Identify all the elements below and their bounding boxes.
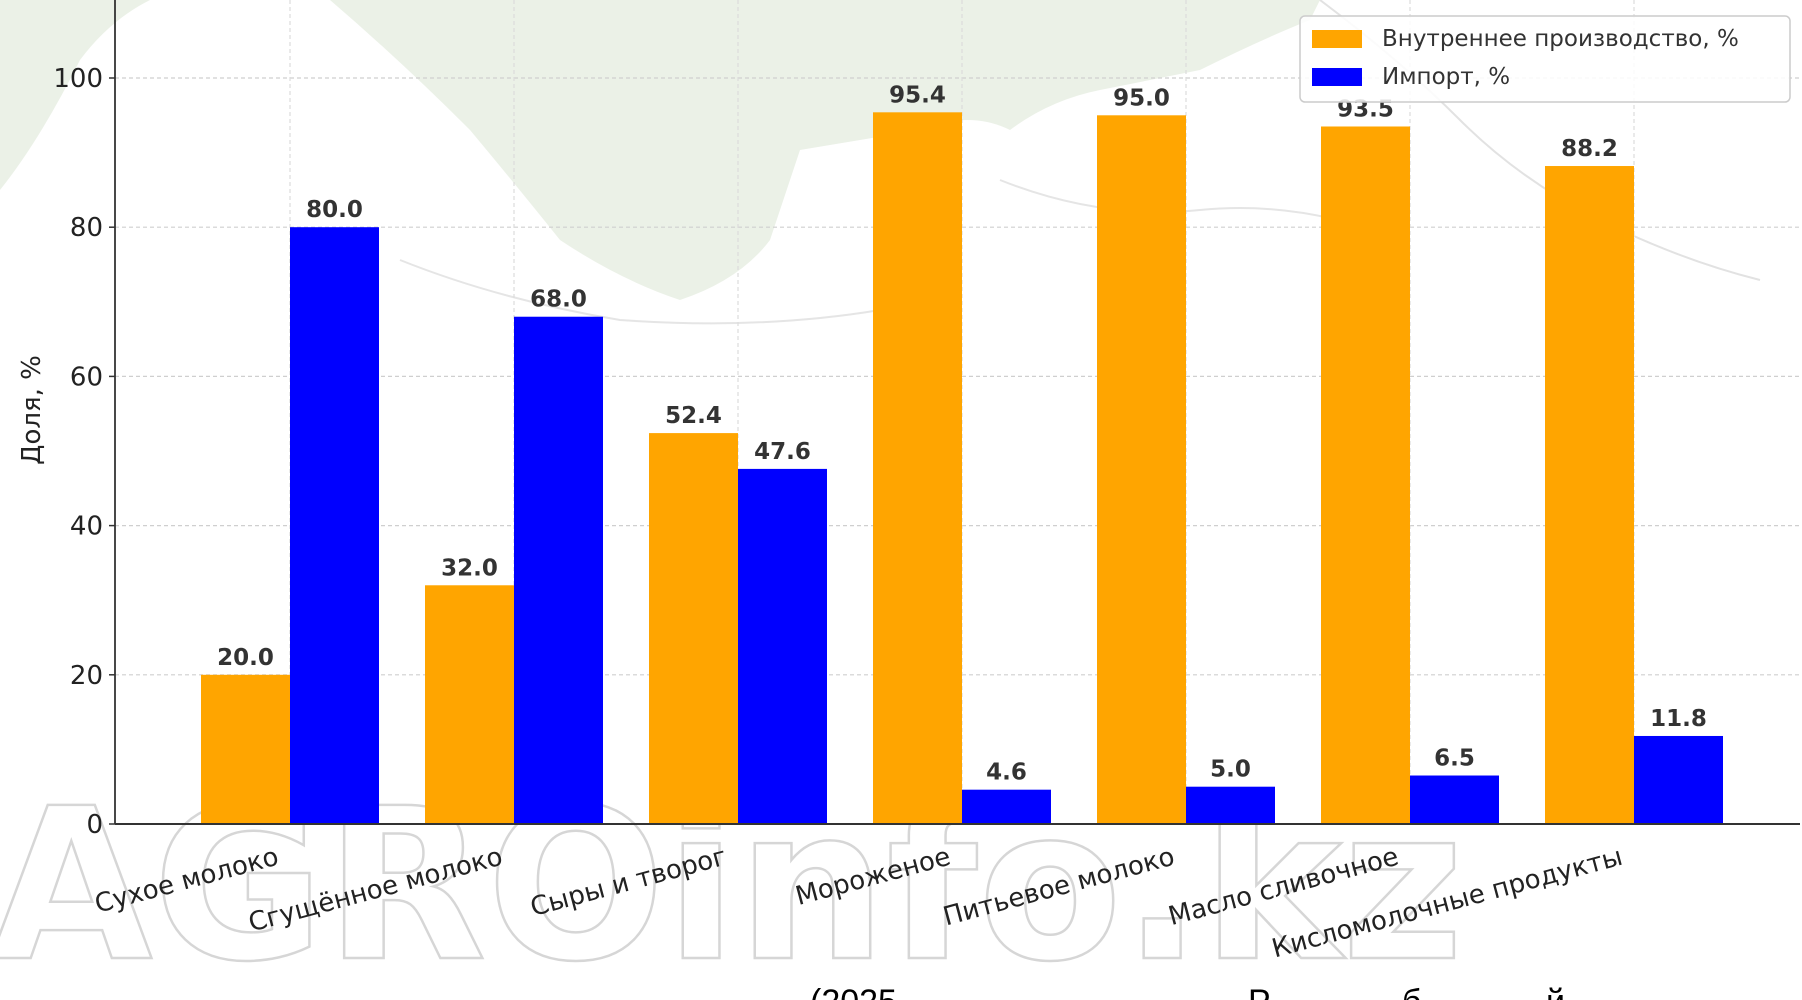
caption-fragment-3: й: [1546, 983, 1565, 1000]
caption-fragment: (2025 Р б й: [810, 983, 1565, 1000]
bar-domestic-5: [1321, 126, 1410, 825]
legend-label-import: Импорт, %: [1382, 64, 1510, 90]
bar-domestic-2: [649, 433, 738, 824]
bar-label-import-0: 80.0: [306, 197, 363, 223]
bar-domestic-0: [201, 674, 290, 824]
bar-domestic-3: [873, 112, 962, 825]
y-tick-label: 100: [53, 64, 103, 94]
axes: [114, 0, 1800, 825]
bar-label-import-5: 6.5: [1434, 746, 1475, 772]
bars: [201, 112, 1723, 825]
bar-label-domestic-1: 32.0: [441, 555, 498, 581]
legend-swatch-import: [1312, 68, 1362, 86]
bar-label-domestic-6: 88.2: [1561, 136, 1618, 162]
bar-label-domestic-0: 20.0: [217, 645, 274, 671]
y-axis-title: Доля, %: [17, 355, 47, 465]
bar-label-domestic-2: 52.4: [665, 403, 722, 429]
caption-fragment-2: б: [1402, 983, 1421, 1000]
y-tick-labels: 0 20 40 60 80 100: [53, 64, 115, 840]
legend-label-domestic: Внутреннее производство, %: [1382, 26, 1739, 52]
bar-domestic-6: [1545, 166, 1634, 824]
bar-import-3: [962, 789, 1051, 824]
caption-fragment-1: Р: [1248, 983, 1271, 1000]
y-tick-label: 40: [70, 512, 103, 542]
bar-import-1: [514, 316, 603, 824]
caption-fragment-0: (2025: [810, 983, 897, 1000]
bar-domestic-4: [1097, 115, 1186, 825]
bar-label-import-6: 11.8: [1650, 706, 1707, 732]
bar-value-labels: 20.032.052.495.4 95.0 93.588.280.068.047.6…: [217, 82, 1707, 785]
bar-label-import-4: 5.0: [1210, 757, 1251, 783]
bar-label-domestic-3: 95.4: [889, 82, 946, 108]
y-tick-label: 60: [70, 362, 103, 392]
legend-swatch-domestic: [1312, 30, 1362, 48]
y-tick-label: 0: [86, 810, 103, 840]
legend: Внутреннее производство, % Импорт, %: [1299, 15, 1791, 103]
bar-import-0: [290, 227, 379, 824]
bar-label-domestic-4: 95.0: [1113, 85, 1170, 111]
y-tick-label: 20: [70, 661, 103, 691]
bar-import-2: [738, 468, 827, 824]
bar-label-import-3: 4.6: [986, 760, 1027, 786]
bar-label-import-2: 47.6: [754, 439, 811, 465]
bar-label-import-1: 68.0: [530, 287, 587, 313]
bar-import-4: [1186, 786, 1275, 824]
bar-import-6: [1634, 735, 1723, 824]
bar-import-5: [1410, 775, 1499, 824]
legend-box: [1299, 15, 1791, 103]
y-tick-label: 80: [70, 213, 103, 243]
bar-domestic-1: [425, 585, 514, 824]
